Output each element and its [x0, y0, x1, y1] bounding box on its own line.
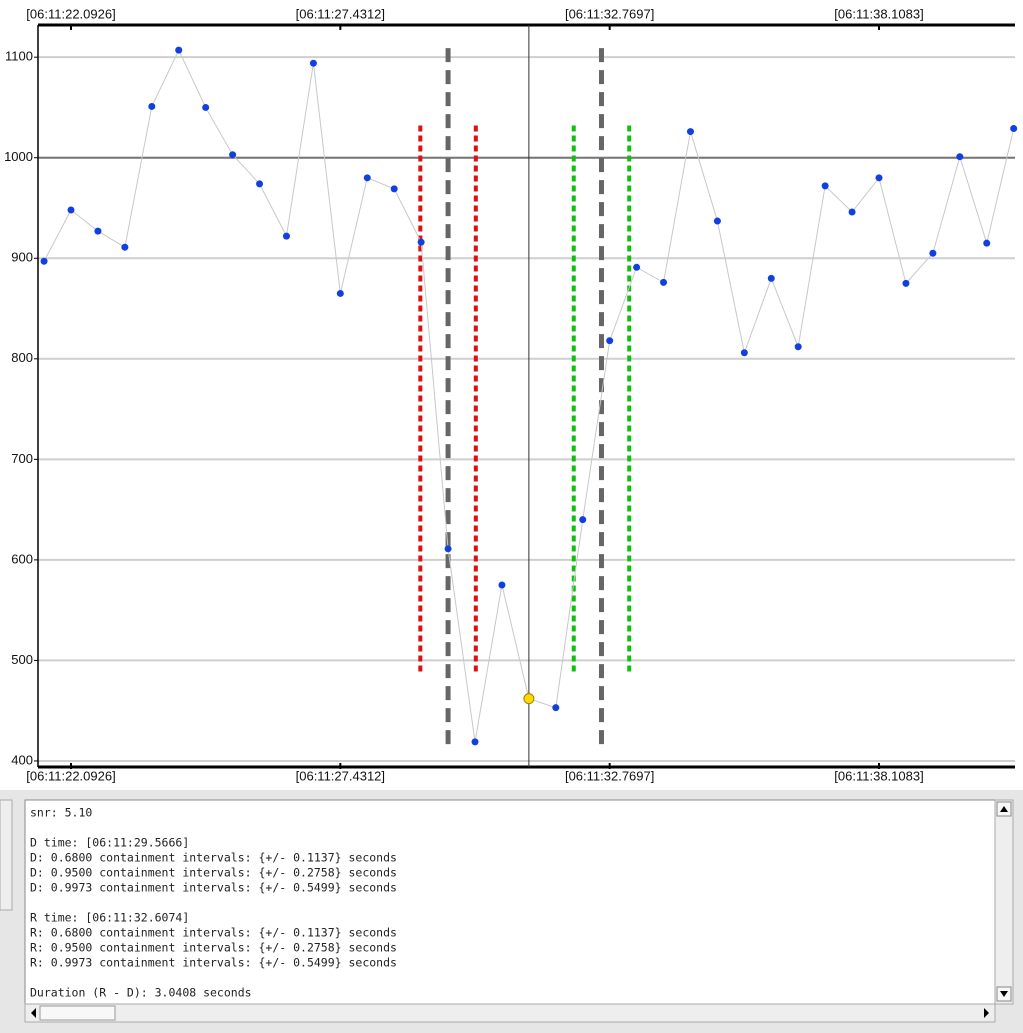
arrow: [984, 1008, 989, 1018]
text-line: R: 0.9500 containment intervals: {+/- 0.…: [30, 941, 397, 955]
data-point: [282, 232, 290, 240]
text-line: D: 0.6800 containment intervals: {+/- 0.…: [30, 851, 397, 865]
text-line: Duration (R - D): 3.0408 seconds: [30, 986, 252, 1000]
side-scrollbar[interactable]: [0, 799, 13, 911]
data-point: [794, 343, 802, 351]
data-point: [336, 289, 344, 297]
data-point: [390, 185, 398, 193]
text-panel: [24, 799, 996, 1005]
data-point: [686, 128, 694, 136]
arrow: [31, 1008, 36, 1018]
y-tick-label: 500: [11, 652, 33, 667]
data-point: [229, 151, 237, 159]
x-tick-label: [06:11:27.4312]: [296, 6, 385, 21]
data-point: [202, 103, 210, 111]
data-point: [40, 257, 48, 265]
data-point: [848, 208, 856, 216]
y-tick-label: 400: [11, 752, 33, 767]
data-point: [444, 545, 452, 553]
x-tick-label: [06:11:38.1083]: [834, 768, 923, 783]
data-point: [929, 249, 937, 257]
y-tick-label: 800: [11, 350, 33, 365]
h-scrollbar[interactable]: [24, 1003, 996, 1023]
data-point: [471, 738, 479, 746]
data-point: [363, 174, 371, 182]
text-line: R: 0.6800 containment intervals: {+/- 0.…: [30, 926, 397, 940]
data-point: [902, 279, 910, 287]
data-point: [660, 278, 668, 286]
data-point: [956, 153, 964, 161]
data-point: [579, 516, 587, 524]
x-tick-label: [06:11:38.1083]: [834, 6, 923, 21]
data-point: [713, 217, 721, 225]
data-point: [148, 102, 156, 110]
v-scrollbar[interactable]: [994, 799, 1014, 1005]
text-line: D: 0.9500 containment intervals: {+/- 0.…: [30, 866, 397, 880]
chart-background: [0, 0, 1023, 790]
x-tick-label: [06:11:27.4312]: [296, 768, 385, 783]
data-point: [417, 238, 425, 246]
data-point: [821, 182, 829, 190]
text-line: R time: [06:11:32.6074]: [30, 911, 189, 925]
data-point: [552, 704, 560, 712]
y-tick-label: 900: [11, 250, 33, 265]
data-point: [309, 59, 317, 67]
data-point: [606, 337, 614, 345]
text-line: D: 0.9973 containment intervals: {+/- 0.…: [30, 881, 397, 895]
y-tick-label: 600: [11, 551, 33, 566]
x-tick-label: [06:11:32.7697]: [565, 768, 654, 783]
data-point: [767, 274, 775, 282]
data-point: [983, 239, 991, 247]
data-point: [175, 46, 183, 54]
text-line: R: 0.9973 containment intervals: {+/- 0.…: [30, 956, 397, 970]
x-tick-label: [06:11:22.0926]: [26, 768, 115, 783]
data-point: [121, 243, 129, 251]
arrow: [1000, 991, 1008, 997]
arrow: [1000, 806, 1008, 812]
y-tick-label: 700: [11, 451, 33, 466]
data-point: [256, 180, 264, 188]
text-lines: snr: 5.10 D time: [06:11:29.5666]D: 0.680…: [30, 806, 397, 1000]
y-tick-label: 1100: [5, 49, 33, 64]
data-point: [523, 693, 535, 705]
data-point: [633, 263, 641, 271]
data-point: [67, 206, 75, 214]
data-point: [498, 581, 506, 589]
text-line: snr: 5.10: [30, 806, 92, 820]
text-line: D time: [06:11:29.5666]: [30, 836, 189, 850]
x-tick-label: [06:11:32.7697]: [565, 6, 654, 21]
data-point: [1010, 125, 1018, 133]
data-point: [94, 227, 102, 235]
data-point: [740, 349, 748, 357]
y-tick-label: 1000: [4, 149, 33, 164]
x-tick-label: [06:11:22.0926]: [26, 6, 115, 21]
scroll-thumb[interactable]: [39, 1005, 116, 1021]
data-point: [875, 174, 883, 182]
